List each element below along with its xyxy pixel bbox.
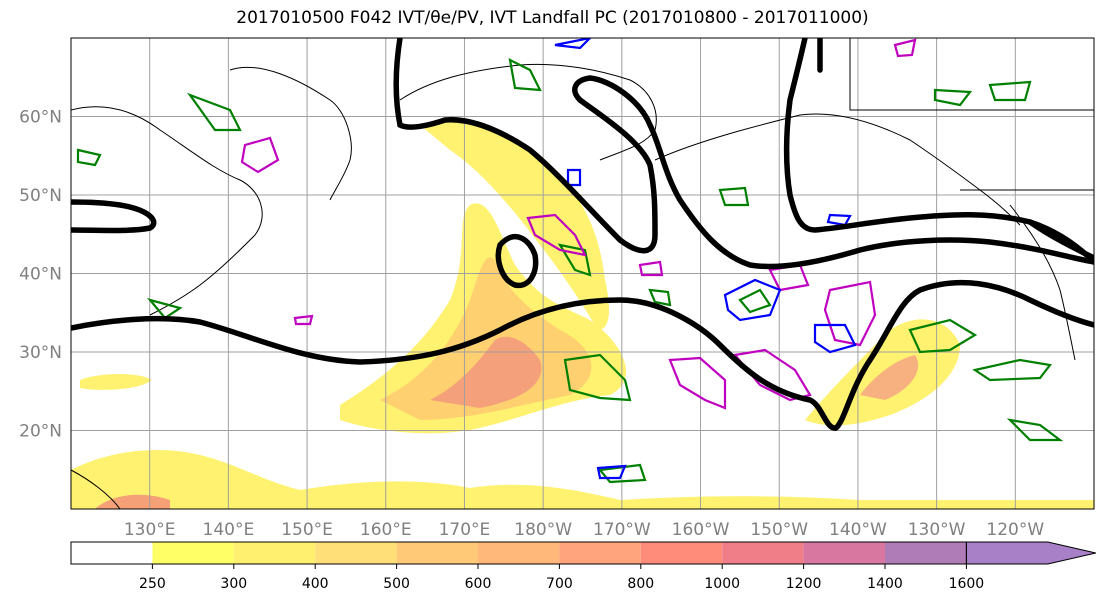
longitude-label: 170°W: [593, 520, 651, 540]
colorbar-cell: [722, 542, 804, 564]
longitude-labels: 130°E 140°E 150°E 160°E 170°E 180°W 170°W 160°W…: [124, 520, 1045, 540]
map-panel: [70, 37, 1095, 510]
colorbar-cell: [233, 542, 316, 564]
longitude-label: 150°W: [750, 520, 808, 540]
longitude-label: 160°W: [672, 520, 730, 540]
longitude-label: 130°E: [124, 520, 176, 540]
ivt-region-south-band: [71, 450, 1094, 509]
colorbar-tick-label: 800: [627, 576, 654, 592]
colorbar-cell: [315, 542, 397, 564]
longitude-label: 140°E: [203, 520, 255, 540]
colorbar-cell: [478, 542, 560, 564]
colorbar-outline: [70, 541, 967, 565]
ivt-region-west-small: [80, 374, 152, 390]
pv-contours-green: [76, 58, 1064, 484]
colorbar-cell: [640, 542, 723, 564]
ivt-filled-contours: [71, 120, 1094, 509]
colorbar-tick-label: 1400: [867, 576, 903, 592]
colorbar-tick-label: 500: [383, 576, 410, 592]
coastlines: [71, 38, 1094, 509]
pv-contours-blue: [554, 38, 857, 480]
longitude-label: 170°E: [439, 520, 491, 540]
latitude-label: 40°N: [19, 265, 62, 285]
ivt-colorbar: 250 300 400 500 600 700 800 1000 1200 1400 1600: [70, 541, 1096, 592]
ivt-region-east-core: [860, 355, 919, 400]
colorbar-tick-label: 250: [139, 576, 166, 592]
ivt-region-central-pacific-core: [430, 336, 542, 408]
longitude-label: 140°W: [829, 520, 887, 540]
colorbar-tick-label: 400: [302, 576, 329, 592]
colorbar-tick-label: 700: [546, 576, 573, 592]
colorbar-cell: [559, 542, 641, 564]
colorbar-tick-label: 300: [220, 576, 247, 592]
longitude-label: 180°W: [514, 520, 572, 540]
latitude-label: 60°N: [19, 108, 62, 128]
theta-e-contours: [71, 38, 1094, 431]
colorbar-tick-label: 1000: [704, 576, 740, 592]
longitude-label: 160°E: [360, 520, 412, 540]
colorbar-tick-label: 600: [465, 576, 492, 592]
colorbar-tick-label: 1200: [786, 576, 822, 592]
latitude-labels: 60°N 50°N 40°N 30°N 20°N: [19, 108, 62, 442]
ivt-region-north-band: [420, 120, 610, 330]
longitude-label: 150°E: [281, 520, 333, 540]
latitude-label: 30°N: [19, 343, 62, 363]
latitude-label: 50°N: [19, 186, 62, 206]
colorbar-cell: [396, 542, 478, 564]
colorbar-extend-arrow: [965, 541, 1096, 565]
ivt-region-south-core: [95, 494, 170, 509]
colorbar-tick-label: 1600: [949, 576, 985, 592]
map-title: 2017010500 F042 IVT/θe/PV, IVT Landfall …: [236, 8, 869, 28]
latitude-label: 20°N: [19, 422, 62, 442]
longitude-label: 130°W: [908, 520, 966, 540]
colorbar-cell: [152, 542, 234, 564]
colorbar-cell: [803, 542, 885, 564]
longitude-label: 120°W: [986, 520, 1044, 540]
colorbar-cell: [71, 542, 153, 564]
colorbar-cell: [885, 542, 967, 564]
